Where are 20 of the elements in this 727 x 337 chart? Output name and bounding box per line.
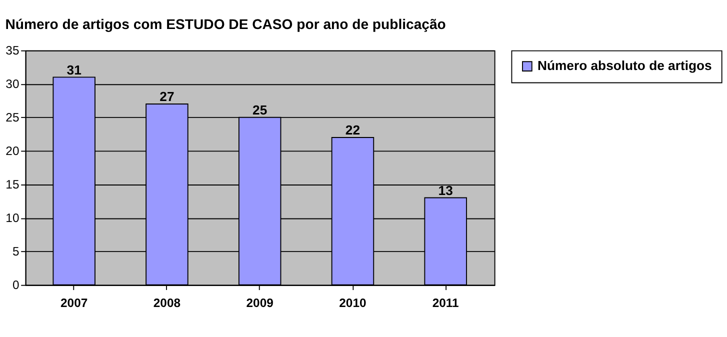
data-label: 25: [252, 102, 268, 118]
y-tick-label: 35: [6, 44, 20, 58]
chart-title: Número de artigos com ESTUDO DE CASO por ano de publicação: [5, 16, 446, 32]
data-label: 27: [160, 89, 174, 104]
y-tick-label: 10: [6, 211, 20, 226]
data-label: 31: [66, 62, 82, 78]
data-label: 22: [345, 122, 360, 138]
x-tick-label: 2011: [432, 296, 460, 310]
legend-label: Número absoluto de artigos: [538, 58, 712, 74]
y-tick-label: 5: [12, 244, 20, 259]
x-tick-label: 2009: [246, 296, 274, 310]
data-label: 13: [438, 182, 453, 198]
y-tick-label: 15: [6, 178, 20, 192]
x-tick-label: 2007: [60, 296, 88, 310]
x-tick-label: 2010: [339, 296, 366, 310]
x-tick-label: 2008: [153, 296, 181, 310]
y-tick-label: 30: [6, 77, 20, 92]
y-tick-label: 0: [12, 278, 20, 292]
y-tick-label: 25: [6, 110, 20, 125]
y-tick-label: 20: [6, 144, 20, 158]
